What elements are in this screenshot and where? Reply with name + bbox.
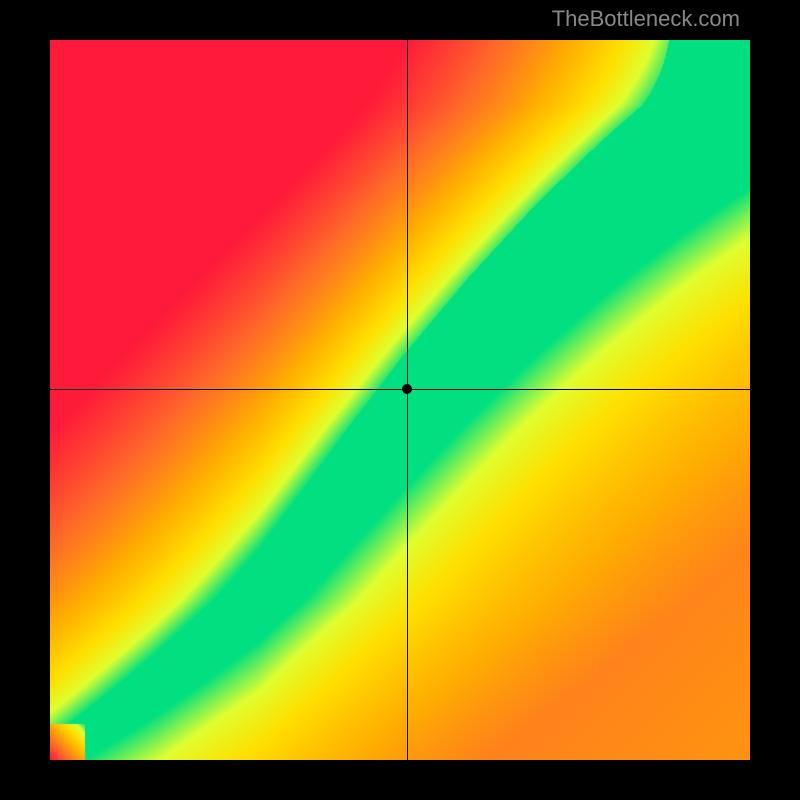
selection-marker xyxy=(402,384,412,394)
crosshair-horizontal xyxy=(50,389,750,390)
bottleneck-heatmap xyxy=(50,40,750,760)
attribution-text: TheBottleneck.com xyxy=(552,6,740,32)
crosshair-vertical xyxy=(407,40,408,760)
heatmap-canvas xyxy=(50,40,750,760)
